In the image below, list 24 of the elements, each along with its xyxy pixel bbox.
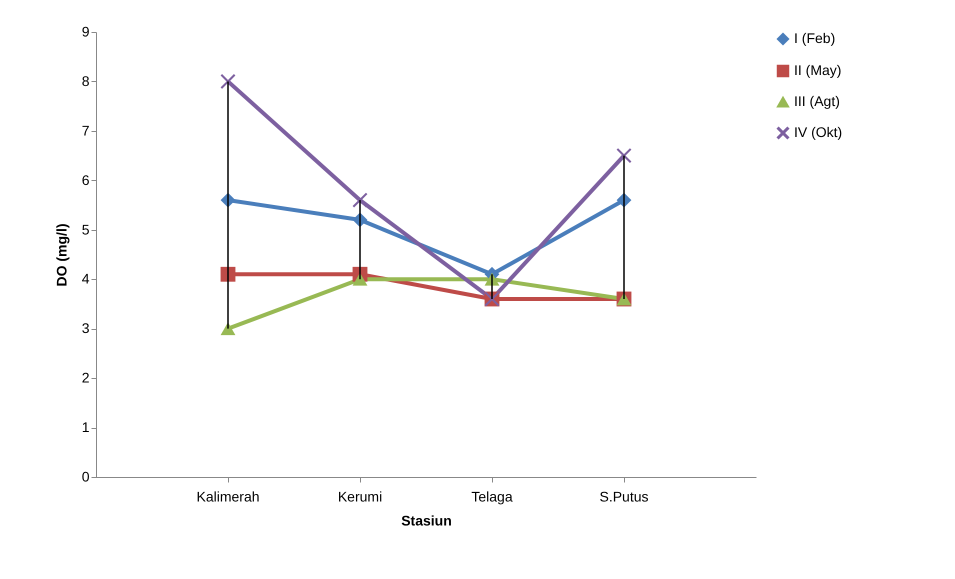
y-axis-title: DO (mg/l) bbox=[54, 224, 70, 286]
y-tick-label: 9 bbox=[82, 24, 90, 40]
y-tick-label: 3 bbox=[82, 320, 90, 336]
y-tick-label: 8 bbox=[82, 72, 90, 89]
legend-label: I (Feb) bbox=[794, 30, 836, 46]
y-tick-label: 7 bbox=[82, 122, 90, 138]
y-tick-label: 0 bbox=[82, 468, 90, 484]
point bbox=[352, 192, 368, 208]
x-tick-label: Telaga bbox=[471, 488, 513, 504]
x-tick-label: Kalimerah bbox=[196, 488, 260, 504]
y-tick-label: 2 bbox=[82, 370, 90, 386]
legend-label: II (May) bbox=[794, 62, 842, 78]
point bbox=[616, 148, 632, 164]
x-tick-label: Kerumi bbox=[338, 488, 382, 504]
x-tick-label: S.Putus bbox=[599, 488, 649, 504]
point bbox=[220, 322, 236, 336]
legend-label: IV (Okt) bbox=[794, 124, 842, 140]
point bbox=[220, 74, 236, 89]
y-tick-label: 6 bbox=[82, 172, 90, 188]
y-tick-label: 4 bbox=[82, 270, 90, 287]
y-tick-label: 5 bbox=[82, 221, 90, 238]
legend-label: III (Agt) bbox=[794, 93, 840, 109]
y-tick-label: 1 bbox=[82, 419, 90, 436]
x-axis-title: Stasiun bbox=[401, 512, 452, 528]
